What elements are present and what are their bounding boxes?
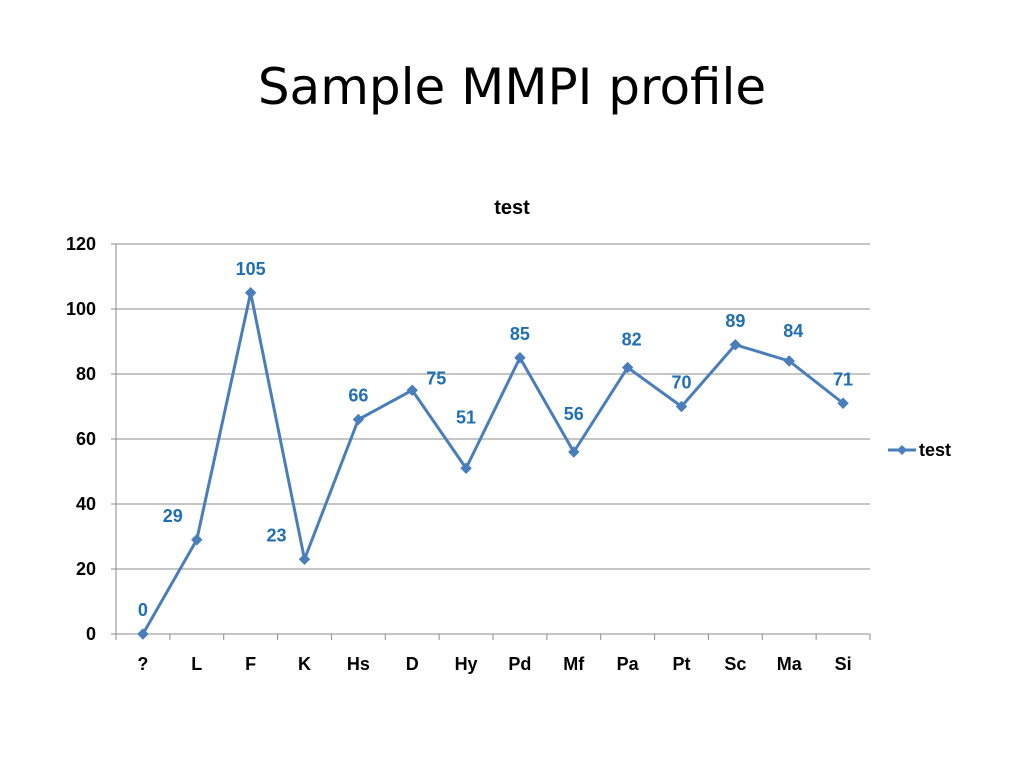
x-tick-label: Mf bbox=[563, 654, 585, 674]
x-tick-label: F bbox=[245, 654, 256, 674]
y-tick-label: 20 bbox=[76, 559, 96, 579]
data-point bbox=[460, 462, 472, 474]
y-tick-label: 120 bbox=[66, 234, 96, 254]
x-tick-label: K bbox=[298, 654, 311, 674]
data-label: 89 bbox=[725, 311, 745, 331]
data-point bbox=[244, 287, 257, 299]
series-line-test bbox=[141, 291, 844, 635]
series-group bbox=[137, 287, 849, 640]
x-tick-label: Hy bbox=[455, 654, 478, 674]
chart-title: test bbox=[494, 197, 530, 219]
y-tick-label: 80 bbox=[76, 364, 96, 384]
data-point bbox=[568, 446, 580, 458]
data-point bbox=[514, 352, 526, 364]
data-point bbox=[191, 534, 203, 546]
x-tick-label: D bbox=[406, 654, 419, 674]
data-label: 23 bbox=[266, 525, 286, 545]
y-tick-label: 60 bbox=[76, 429, 96, 449]
x-tick-label: ? bbox=[137, 654, 148, 674]
legend-label: test bbox=[919, 440, 951, 460]
data-labels: 0 29 105 23 66 75 51 85 56 82 70 89 84 71 bbox=[138, 259, 853, 620]
data-label: 51 bbox=[456, 407, 476, 427]
data-label: 66 bbox=[348, 386, 368, 406]
x-tick-label: Ma bbox=[777, 654, 803, 674]
y-tick-label: 40 bbox=[76, 494, 96, 514]
y-tick-label: 100 bbox=[66, 299, 96, 319]
data-point bbox=[137, 628, 149, 640]
data-point bbox=[783, 355, 795, 367]
data-point bbox=[729, 339, 742, 351]
data-point bbox=[837, 397, 849, 409]
x-tick-label: Sc bbox=[724, 654, 746, 674]
x-tick-label: Pa bbox=[617, 654, 640, 674]
data-label: 0 bbox=[138, 600, 148, 620]
data-label: 105 bbox=[236, 259, 266, 279]
data-label: 70 bbox=[671, 373, 691, 393]
data-point bbox=[352, 413, 365, 426]
data-label: 82 bbox=[622, 330, 642, 350]
legend: test bbox=[888, 440, 951, 460]
x-tick-label: Pt bbox=[673, 654, 691, 674]
data-label: 85 bbox=[510, 324, 530, 344]
data-point bbox=[621, 361, 634, 374]
data-label: 71 bbox=[833, 369, 853, 389]
gridlines bbox=[116, 243, 870, 570]
data-label: 29 bbox=[163, 506, 183, 526]
x-tick-label: Si bbox=[835, 654, 852, 674]
data-label: 56 bbox=[564, 404, 584, 424]
data-point bbox=[406, 384, 418, 396]
x-axis-ticks: ? L F K Hs D Hy Pd Mf Pa Pt Sc Ma Si bbox=[115, 634, 871, 674]
x-tick-label: Hs bbox=[347, 654, 370, 674]
x-tick-label: L bbox=[191, 654, 202, 674]
y-tick-label: 0 bbox=[86, 624, 96, 644]
data-point bbox=[298, 553, 311, 565]
x-tick-label: Pd bbox=[508, 654, 531, 674]
slide-title: Sample MMPI profile bbox=[257, 58, 767, 116]
data-point bbox=[675, 400, 688, 413]
y-axis-ticks: 0 20 40 60 80 100 120 bbox=[66, 234, 116, 644]
legend-marker bbox=[897, 445, 907, 455]
data-label: 84 bbox=[783, 321, 803, 341]
data-label: 75 bbox=[426, 368, 446, 388]
